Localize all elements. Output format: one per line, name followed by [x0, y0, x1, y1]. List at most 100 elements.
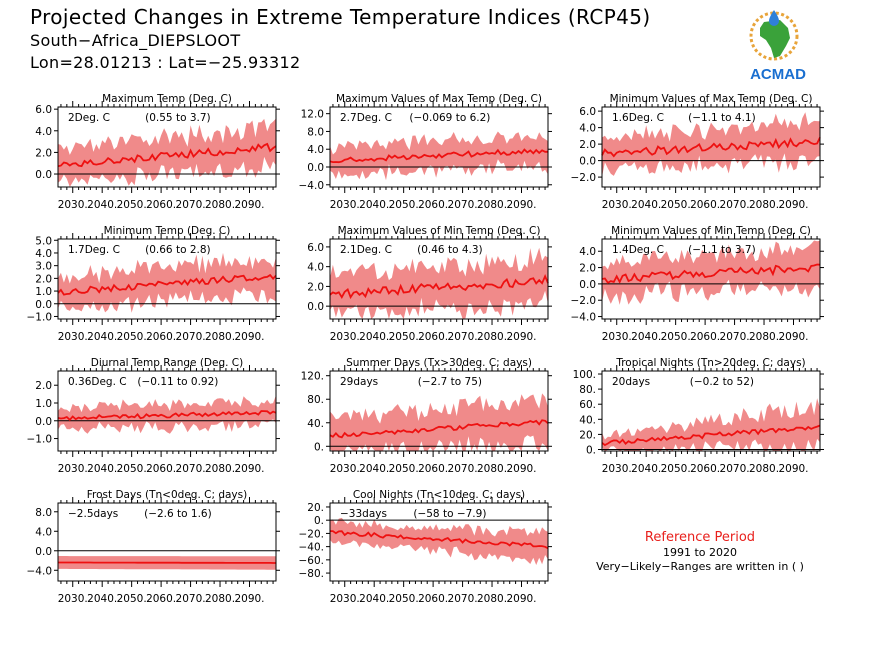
y-tick-label: 2.0: [35, 380, 52, 392]
range-label: (−1.1 to 3.7): [688, 244, 756, 256]
y-tick-label: 4.0: [579, 123, 596, 135]
x-tick-label: 2070.: [176, 593, 206, 605]
x-tick-label: 2050.: [661, 463, 691, 475]
x-tick-label: 2080.: [205, 331, 235, 343]
chart-title: Cool Nights (Tn<10deg. C; days): [353, 489, 525, 501]
chart-title: Tropical Nights (Tn>20deg. C; days): [615, 357, 805, 369]
x-tick-label: 2060.: [690, 463, 720, 475]
range-label: (0.46 to 4.3): [417, 244, 483, 256]
header: Projected Changes in Extreme Temperature…: [30, 4, 651, 74]
y-tick-label: −4.0: [299, 180, 325, 192]
x-tick-label: 2080.: [749, 463, 779, 475]
y-tick-label: 0.0: [35, 416, 52, 428]
x-tick-label: 2090.: [506, 199, 536, 211]
x-tick-label: 2060.: [146, 199, 176, 211]
y-tick-label: −2.0: [571, 295, 597, 307]
y-tick-label: 2.0: [579, 139, 596, 151]
range-band: [330, 131, 548, 181]
logo-sun-ring: [749, 11, 799, 61]
acmad-logo: ACMAD: [749, 10, 806, 83]
y-tick-label: 3.0: [35, 261, 52, 273]
x-tick-label: 2040.: [87, 199, 117, 211]
x-tick-label: 2060.: [146, 463, 176, 475]
x-tick-label: 2030.: [330, 331, 360, 343]
y-tick-label: 60.: [579, 399, 596, 411]
water-drop-icon: [769, 10, 779, 26]
x-tick-label: 2030.: [58, 199, 88, 211]
median-line: [57, 273, 277, 296]
x-tick-label: 2070.: [176, 331, 206, 343]
x-tick-label: 2030.: [602, 331, 632, 343]
chart-title: Minimum Values of Max Temp (Deg. C): [610, 93, 813, 105]
y-tick-label: 4.0: [579, 246, 596, 258]
median-line: [57, 142, 277, 168]
x-tick-label: 2060.: [418, 331, 448, 343]
range-band: [330, 247, 548, 319]
range-label: (−1.1 to 4.1): [688, 112, 756, 124]
chart-panel: 6.0 4.0 2.0 0.0 2030. 2040. 2050. 2060. 2070. 208…: [35, 93, 280, 211]
x-tick-label: 2060.: [146, 593, 176, 605]
y-tick-label: −1.0: [27, 311, 53, 323]
y-tick-label: 20.: [307, 502, 324, 514]
y-tick-label: 0.0: [307, 301, 324, 313]
median-line: [57, 410, 277, 422]
x-tick-label: 2030.: [330, 199, 360, 211]
x-tick-label: 2030.: [330, 593, 360, 605]
x-tick-label: 2030.: [330, 463, 360, 475]
y-tick-label: 1.0: [35, 286, 52, 298]
change-label: −2.5days: [68, 508, 118, 520]
y-tick-label: −20.: [299, 528, 325, 540]
x-tick-label: 2040.: [359, 593, 389, 605]
chart-panel: 120. 80. 40. 0. 2030. 2040. 2050. 2060. 2070. 208…: [301, 357, 552, 475]
y-tick-label: 0.0: [35, 169, 52, 181]
chart-panel: 20.0.−20. −40.−60.−80. 2030. 2040. 2050. 2060…: [299, 489, 552, 605]
x-tick-label: 2080.: [205, 593, 235, 605]
x-tick-label: 2060.: [690, 199, 720, 211]
range-label: (0.66 to 2.8): [145, 244, 211, 256]
change-label: −33days: [340, 508, 387, 520]
y-tick-label: 40.: [579, 414, 596, 426]
chart-title: Maximum Temp (Deg. C): [102, 93, 232, 105]
x-tick-label: 2040.: [631, 331, 661, 343]
x-tick-label: 2090.: [234, 463, 264, 475]
y-tick-label: −2.0: [571, 172, 597, 184]
x-tick-label: 2080.: [749, 331, 779, 343]
x-tick-label: 2050.: [661, 199, 691, 211]
range-label: (−0.069 to 6.2): [409, 112, 490, 124]
y-tick-label: 2.0: [35, 273, 52, 285]
range-label: (−58 to −7.9): [413, 508, 486, 520]
y-tick-label: −80.: [299, 568, 325, 580]
y-tick-label: 12.0: [301, 109, 324, 121]
x-tick-label: 2070.: [176, 463, 206, 475]
range-label: (−2.7 to 75): [418, 376, 482, 388]
y-tick-label: 8.0: [307, 126, 324, 138]
y-tick-label: 8.0: [35, 507, 52, 519]
y-tick-label: 20.: [579, 429, 596, 441]
x-tick-label: 2080.: [205, 199, 235, 211]
x-tick-label: 2040.: [359, 463, 389, 475]
reference-block: Reference Period 1991 to 2020 Very−Likel…: [570, 530, 830, 574]
y-tick-label: −4.0: [27, 565, 53, 577]
x-tick-label: 2080.: [205, 463, 235, 475]
x-tick-label: 2040.: [631, 463, 661, 475]
reference-period: 1991 to 2020: [662, 546, 738, 559]
y-tick-label: 0.: [314, 441, 324, 453]
y-tick-label: −60.: [299, 555, 325, 567]
y-tick-label: 5.0: [35, 235, 52, 247]
median-line: [329, 148, 548, 164]
x-tick-label: 2090.: [506, 593, 536, 605]
y-tick-label: −4.0: [571, 312, 597, 324]
y-tick-label: 0.0: [35, 546, 52, 558]
x-tick-label: 2060.: [146, 331, 176, 343]
x-tick-label: 2070.: [448, 331, 478, 343]
range-label: (−0.2 to 52): [690, 376, 754, 388]
x-tick-label: 2070.: [448, 199, 478, 211]
y-tick-label: 0.: [586, 444, 596, 456]
change-label: 0.36Deg. C: [68, 376, 127, 388]
chart-panel: 12.0 8.0 4.0 0.0 −4.0 2030. 2040. 2050. 2060. 207…: [299, 93, 552, 211]
y-tick-label: 100.: [573, 369, 596, 381]
x-tick-label: 2090.: [778, 331, 808, 343]
median-line: [601, 424, 821, 447]
y-tick-label: 6.0: [307, 242, 324, 254]
